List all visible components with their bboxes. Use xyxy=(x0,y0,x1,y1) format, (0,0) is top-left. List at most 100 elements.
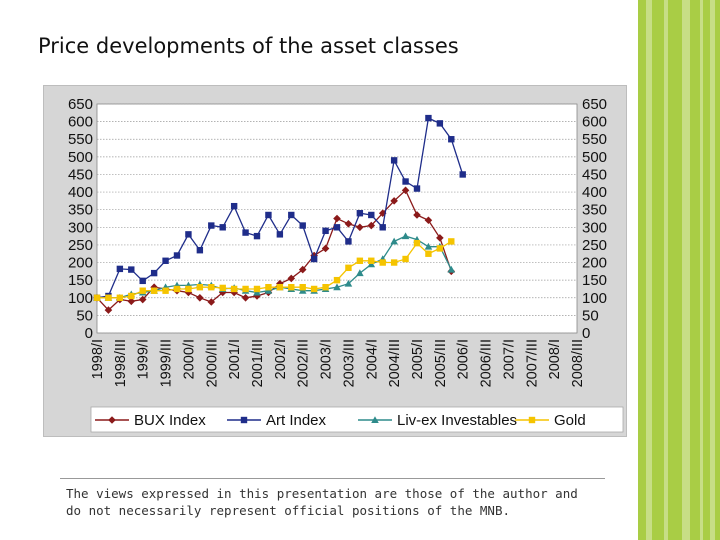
x-tick-label: 2004/I xyxy=(364,339,380,379)
data-point-series-1 xyxy=(253,232,261,240)
data-point-series-1 xyxy=(276,231,284,238)
data-point-series-0 xyxy=(298,265,307,274)
y-tick-label-right: 50 xyxy=(582,307,599,324)
y-tick-label-right: 400 xyxy=(582,184,607,201)
x-tick-label: 2000/I xyxy=(181,339,197,379)
data-point-series-0 xyxy=(344,219,353,228)
data-point-series-1 xyxy=(390,157,398,164)
data-point-series-2 xyxy=(333,283,341,291)
data-point-series-1 xyxy=(402,178,409,185)
data-point-series-1 xyxy=(116,265,124,273)
y-tick-label-right: 550 xyxy=(582,131,607,148)
data-point-series-3 xyxy=(390,259,398,266)
data-point-series-3 xyxy=(322,284,329,291)
data-point-series-1 xyxy=(208,222,215,229)
x-tick-label: 1999/III xyxy=(159,339,175,387)
y-tick-label-left: 450 xyxy=(68,166,93,183)
data-point-series-1 xyxy=(242,229,249,236)
y-tick-label-left: 650 xyxy=(68,96,93,113)
data-point-series-3 xyxy=(173,285,181,293)
data-point-series-1 xyxy=(230,202,238,210)
data-point-series-1 xyxy=(173,252,181,259)
data-point-series-3 xyxy=(413,239,421,247)
y-tick-label-left: 350 xyxy=(68,202,93,219)
data-point-series-3 xyxy=(150,287,158,294)
data-point-series-0 xyxy=(127,297,136,306)
x-tick-label: 1999/I xyxy=(136,339,152,379)
y-tick-label-left: 550 xyxy=(68,131,93,148)
footnote: The views expressed in this presentation… xyxy=(66,485,606,519)
y-tick-label-right: 0 xyxy=(582,325,590,342)
y-tick-label-right: 200 xyxy=(582,255,607,272)
data-point-series-3 xyxy=(356,257,364,264)
y-tick-label-right: 350 xyxy=(582,202,607,219)
data-point-series-3 xyxy=(128,292,135,300)
data-point-series-1 xyxy=(162,257,169,264)
x-tick-label: 2001/I xyxy=(227,339,243,379)
data-point-series-1 xyxy=(185,231,192,238)
data-point-series-3 xyxy=(219,284,226,292)
data-point-series-0 xyxy=(436,234,444,242)
data-point-series-0 xyxy=(378,209,387,218)
data-point-series-1 xyxy=(379,224,386,231)
x-tick-label: 1998/III xyxy=(113,339,129,387)
y-tick-label-left: 300 xyxy=(68,219,93,236)
y-tick-label-right: 150 xyxy=(582,272,607,289)
data-point-series-3 xyxy=(436,245,444,252)
x-tick-label: 2007/III xyxy=(524,339,540,387)
data-point-series-3 xyxy=(379,259,386,266)
data-point-series-1 xyxy=(425,114,432,122)
data-point-series-3 xyxy=(208,284,215,291)
y-tick-label-right: 300 xyxy=(582,219,607,236)
data-point-series-0 xyxy=(413,211,421,219)
y-tick-label-right: 450 xyxy=(582,166,607,183)
data-point-series-0 xyxy=(356,223,364,232)
footnote-divider xyxy=(60,478,605,479)
data-point-series-3 xyxy=(333,276,341,284)
y-tick-label-left: 400 xyxy=(68,184,93,201)
footnote-line-2: do not necessarily represent official po… xyxy=(66,503,511,518)
data-point-series-1 xyxy=(299,222,306,229)
legend-label-3: Gold xyxy=(554,412,586,429)
y-tick-label-right: 500 xyxy=(582,149,607,166)
data-point-series-3 xyxy=(345,264,352,272)
data-point-series-2 xyxy=(356,269,364,277)
x-tick-label: 2006/III xyxy=(479,339,495,387)
footnote-line-1: The views expressed in this presentation… xyxy=(66,486,578,501)
data-point-series-1 xyxy=(413,185,421,192)
data-point-series-3 xyxy=(276,284,284,291)
x-tick-label: 2006/I xyxy=(456,339,472,379)
data-point-series-1 xyxy=(368,211,375,219)
x-tick-label: 1998/I xyxy=(90,339,106,379)
data-point-series-3 xyxy=(368,257,375,264)
y-tick-label-right: 600 xyxy=(582,114,607,131)
data-point-series-1 xyxy=(333,224,341,231)
y-tick-label-left: 100 xyxy=(68,290,93,307)
y-tick-label-left: 50 xyxy=(76,307,93,324)
legend-label-2: Liv-ex Investables xyxy=(397,412,517,429)
x-tick-label: 2000/III xyxy=(204,339,220,387)
data-point-series-0 xyxy=(207,298,216,306)
data-point-series-3 xyxy=(299,284,306,291)
legend-label-1: Art Index xyxy=(266,412,327,429)
legend-swatch-marker-3 xyxy=(528,416,536,424)
data-point-series-1 xyxy=(436,120,444,127)
data-point-series-3 xyxy=(93,294,101,301)
y-tick-label-left: 500 xyxy=(68,149,93,166)
decorative-side-bar xyxy=(638,0,720,540)
data-point-series-3 xyxy=(139,287,146,294)
data-point-series-1 xyxy=(448,136,455,143)
data-point-series-1 xyxy=(128,266,135,273)
data-point-series-2 xyxy=(401,232,410,240)
x-tick-label: 2002/III xyxy=(296,339,312,387)
data-point-series-3 xyxy=(162,287,169,294)
data-point-series-1 xyxy=(139,277,146,285)
y-tick-label-left: 150 xyxy=(68,272,93,289)
x-tick-label: 2004/III xyxy=(387,339,403,387)
data-point-series-1 xyxy=(356,210,364,217)
y-tick-label-right: 250 xyxy=(582,237,607,254)
legend-swatch-marker-0 xyxy=(108,416,116,424)
data-point-series-1 xyxy=(322,227,329,235)
data-point-series-3 xyxy=(402,255,409,263)
